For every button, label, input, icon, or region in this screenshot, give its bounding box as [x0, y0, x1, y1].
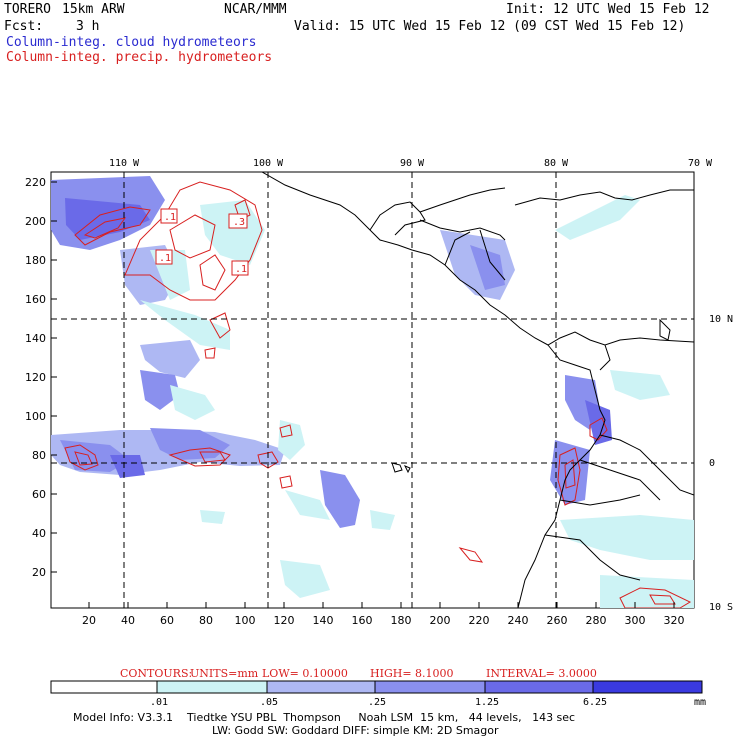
- organization-label: NCAR/MMM: [224, 2, 287, 17]
- y-tick-label: 20: [32, 566, 46, 579]
- graticule: [51, 172, 694, 608]
- x-tick-label: 40: [121, 614, 135, 627]
- fcst-label: Fcst:: [4, 19, 44, 34]
- colorbar-label: 6.25: [583, 697, 608, 708]
- x-tick-label: 120: [274, 614, 295, 627]
- y-tick-label: 220: [25, 176, 46, 189]
- x-tick-label: 20: [82, 614, 96, 627]
- valid-time: Valid: 15 UTC Wed 15 Feb 12 (09 CST Wed …: [294, 19, 686, 34]
- x-tick-label: 100: [235, 614, 256, 627]
- x-tick-label: 180: [391, 614, 412, 627]
- model-name: TORERO: [4, 2, 51, 17]
- fcst-value: 3 h: [76, 19, 100, 34]
- contours-low: LOW= 0.10000: [262, 667, 348, 680]
- lon-label: 80 W: [544, 158, 569, 169]
- y-tick-label: 80: [32, 449, 46, 462]
- contour-label-boxes: [155, 208, 249, 276]
- y-tick-label: 100: [25, 410, 46, 423]
- y-tick-label: 40: [32, 527, 46, 540]
- colorbar-label: .05: [260, 697, 279, 708]
- x-tick-label: 60: [160, 614, 174, 627]
- x-tick-label: 260: [547, 614, 568, 627]
- contour-label: .1: [235, 264, 247, 275]
- contours-label: CONTOURS:: [120, 667, 193, 680]
- model-resolution: 15km ARW: [62, 2, 125, 17]
- colorbar-label: .25: [368, 697, 387, 708]
- x-tick-label: 160: [352, 614, 373, 627]
- x-tick-label: 300: [625, 614, 646, 627]
- lat-label: 10 N: [709, 314, 733, 325]
- axis-ticks: [51, 181, 675, 608]
- y-tick-label: 140: [25, 332, 46, 345]
- y-tick-label: 120: [25, 371, 46, 384]
- colorbar-label: .01: [150, 697, 169, 708]
- colorbar: [50, 680, 703, 694]
- contour-label: .1: [159, 253, 171, 264]
- y-tick-label: 200: [25, 215, 46, 228]
- colorbar-unit: mm: [694, 697, 707, 708]
- contour-label: .1: [164, 212, 176, 223]
- lon-label: 100 W: [253, 158, 284, 169]
- x-tick-label: 80: [199, 614, 213, 627]
- colorbar-label: 1.25: [475, 697, 500, 708]
- precip-hydrometeor-contours: [64, 181, 692, 608]
- x-tick-label: 200: [430, 614, 451, 627]
- contours-interval: INTERVAL= 3.0000: [486, 667, 597, 680]
- x-tick-label: 320: [664, 614, 685, 627]
- lon-label: 90 W: [400, 158, 425, 169]
- contours-units: UNITS=mm: [190, 667, 259, 680]
- lat-label: 0: [709, 458, 715, 469]
- lat-label: 10 S: [709, 602, 733, 613]
- y-tick-label: 180: [25, 254, 46, 267]
- lon-label: 70 W: [688, 158, 713, 169]
- cloud-hydrometeors-label: Column-integ. cloud hydrometeors: [6, 35, 257, 50]
- y-tick-label: 160: [25, 293, 46, 306]
- lon-label: 110 W: [109, 158, 140, 169]
- contour-label: .3: [233, 217, 245, 228]
- model-info-line2: LW: Godd SW: Goddard DIFF: simple KM: 2D…: [212, 724, 499, 737]
- x-tick-label: 220: [469, 614, 490, 627]
- contours-high: HIGH= 8.1000: [370, 667, 454, 680]
- x-tick-label: 140: [313, 614, 334, 627]
- model-info-line1: Model Info: V3.3.1 Tiedtke YSU PBL Thomp…: [73, 711, 576, 724]
- y-tick-label: 60: [32, 488, 46, 501]
- x-tick-label: 240: [508, 614, 529, 627]
- init-time: Init: 12 UTC Wed 15 Feb 12: [506, 2, 710, 17]
- coastlines: [261, 172, 694, 608]
- x-tick-label: 280: [586, 614, 607, 627]
- precip-hydrometeors-label: Column-integ. precip. hydrometeors: [6, 50, 273, 65]
